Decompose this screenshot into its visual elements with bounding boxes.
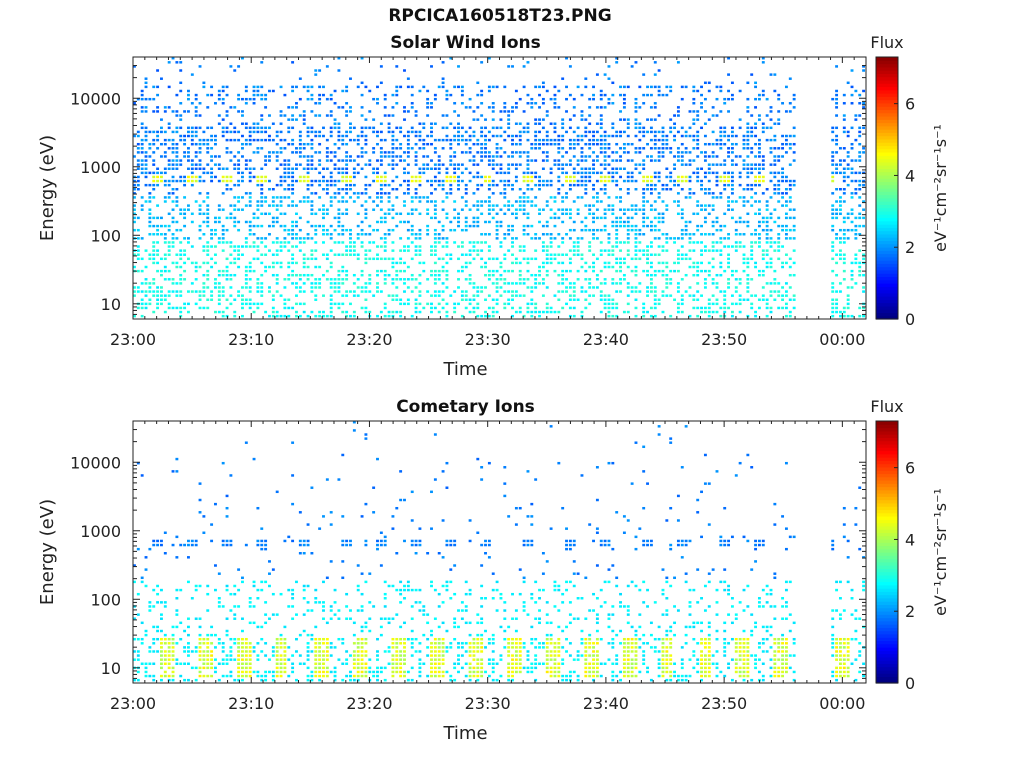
colorbar-tick-label: 4 [905, 530, 915, 549]
x-tick-label: 23:10 [228, 694, 274, 713]
colorbar-tick-label: 0 [905, 310, 915, 329]
colorbar-unit-solar: eV⁻¹cm⁻²sr⁻¹s⁻¹ [931, 124, 950, 252]
y-tick-label: 10000 [70, 453, 121, 472]
x-tick-label: 00:00 [819, 694, 865, 713]
colorbar-cometary: 0 2 4 6 Flux eV⁻¹cm⁻²sr⁻¹s⁻¹ [870, 397, 950, 693]
x-tick-label: 23:00 [110, 330, 156, 349]
heatmap-cells-solar [133, 57, 865, 317]
y-tick-label: 100 [90, 226, 121, 245]
colorbar-tick-label: 0 [905, 674, 915, 693]
x-axis-label-solar: Time [442, 359, 487, 380]
heatmap-cells-cometary [133, 421, 865, 681]
x-tick-label: 23:20 [346, 694, 392, 713]
y-tick-label: 10 [101, 295, 121, 314]
y-tick-label: 10000 [70, 89, 121, 108]
y-tick-label: 1000 [80, 522, 121, 541]
x-tick-label: 23:30 [465, 694, 511, 713]
y-tick-label: 100 [90, 590, 121, 609]
x-tick-label: 23:30 [465, 330, 511, 349]
x-tick-label: 23:00 [110, 694, 156, 713]
x-tick-label: 23:10 [228, 330, 274, 349]
panel-cometary: Cometary Ions 23:00 23:10 23:20 23:30 23:40 23… [37, 397, 950, 744]
y-axis-label-cometary: Energy (eV) [37, 499, 58, 605]
x-tick-label: 00:00 [819, 330, 865, 349]
y-axis-label-solar: Energy (eV) [37, 135, 58, 241]
figure-title: RPCICA160518T23.PNG [0, 6, 1000, 26]
colorbar-title-solar: Flux [870, 33, 903, 52]
x-axis-label-cometary: Time [442, 723, 487, 744]
colorbar-tick-label: 4 [905, 166, 915, 185]
colorbar-tick-label: 2 [905, 238, 915, 257]
y-tick-label: 10 [101, 659, 121, 678]
colorbar-tick-label: 6 [905, 95, 915, 114]
panel-solar: Solar Wind Ions 23:00 23:10 23:20 23:30 23:40… [37, 33, 950, 380]
panel-title-solar: Solar Wind Ions [390, 33, 541, 53]
x-tick-label: 23:50 [701, 694, 747, 713]
panel-title-cometary: Cometary Ions [396, 397, 535, 417]
colorbar-tick-label: 6 [905, 459, 915, 478]
colorbar-solar: 0 2 4 6 Flux eV⁻¹cm⁻²sr⁻¹s⁻¹ [870, 33, 950, 329]
x-tick-label: 23:40 [583, 330, 629, 349]
y-tick-label: 1000 [80, 158, 121, 177]
colorbar-title-cometary: Flux [870, 397, 903, 416]
x-tick-label: 23:40 [583, 694, 629, 713]
colorbar-unit-cometary: eV⁻¹cm⁻²sr⁻¹s⁻¹ [931, 488, 950, 616]
x-tick-label: 23:20 [346, 330, 392, 349]
x-tick-label: 23:50 [701, 330, 747, 349]
colorbar-tick-label: 2 [905, 602, 915, 621]
